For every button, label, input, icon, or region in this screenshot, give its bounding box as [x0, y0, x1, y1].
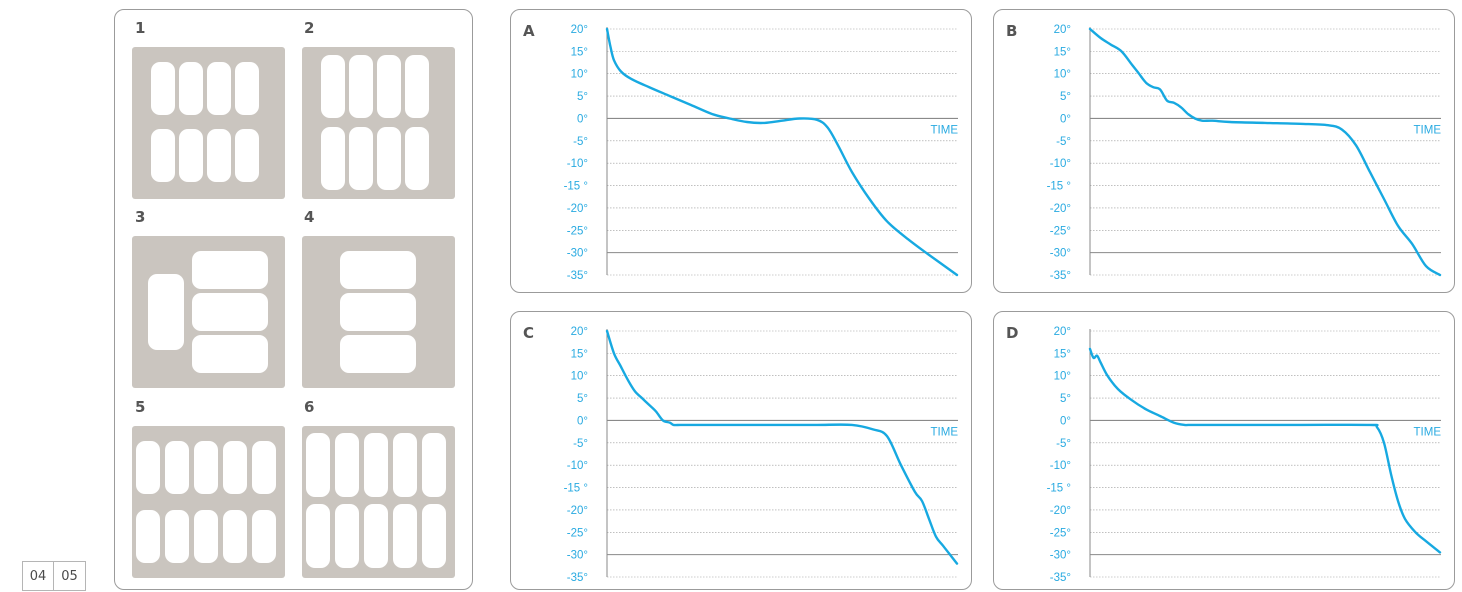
chart-b-ytick-label: 15°	[1054, 46, 1071, 58]
chart-d-svg: 20° 15° 10° 5° 0° -5° -10° -15 ° -20° -25° -30° -35…	[1047, 326, 1442, 584]
chart-a-ytick-label: -5°	[573, 136, 588, 148]
chart-d-ytick-label: -25°	[1050, 527, 1071, 539]
chart-b-ytick-label: -30°	[1050, 248, 1071, 260]
chart-b-ytick-label: -25°	[1050, 225, 1071, 237]
chart-b-temperature-line	[1088, 27, 1442, 277]
layout-label-4: 4	[304, 208, 315, 226]
chart-b-ytick-label: 10°	[1054, 69, 1071, 81]
layout-label-6: 6	[304, 398, 315, 416]
chart-panel-c: C 20° 15° 10° 5° 0° -5° -10° -15 ° -20° -25° -30° -…	[510, 311, 972, 590]
chart-a-ytick-label: 15°	[571, 46, 588, 58]
chart-a-ytick-label: -20°	[567, 203, 588, 215]
chart-b-ytick-label: 0°	[1060, 113, 1071, 125]
chart-b-ytick-label: -10°	[1050, 158, 1071, 170]
chart-c-ytick-label: -20°	[567, 505, 588, 517]
chart-c-x-label: TIME	[931, 426, 959, 438]
page-number-left[interactable]: 04	[22, 561, 54, 591]
chart-b-svg: 20° 15° 10° 5° 0° -5° -10° -15 ° -20° -25° -30° -35…	[1047, 24, 1442, 282]
chart-c-ytick-label: 20°	[571, 326, 588, 338]
chart-c-ytick-label: 10°	[571, 371, 588, 383]
chart-a-ytick-label: -10°	[567, 158, 588, 170]
chart-a-ytick-label: -35°	[567, 270, 588, 282]
page-number-right[interactable]: 05	[54, 561, 86, 591]
chart-b-ytick-label: 20°	[1054, 24, 1071, 36]
chart-a-ytick-label: 20°	[571, 24, 588, 36]
chart-a-ytick-label: -25°	[567, 225, 588, 237]
tray-layout-5	[132, 426, 285, 578]
chart-panel-d: D 20° 15° 10° 5° 0° -5° -10° -15 ° -20° -25° -30° -…	[993, 311, 1455, 590]
chart-d-ytick-label: -30°	[1050, 550, 1071, 562]
chart-c-ytick-label: -30°	[567, 550, 588, 562]
chart-a-svg: 20° 15° 10° 5° 0° -5° -10° -15 ° -20° -25° -30° -35…	[564, 24, 959, 282]
chart-a-ytick-label: 0°	[577, 113, 588, 125]
chart-b-ytick-label: 5°	[1060, 91, 1071, 103]
chart-c-ytick-label: -10°	[567, 460, 588, 472]
tray-layout-2	[302, 47, 455, 199]
layout-label-5: 5	[135, 398, 146, 416]
chart-d-letter: D	[1006, 324, 1019, 342]
tray-layout-6	[302, 426, 455, 578]
layout-label-2: 2	[304, 19, 315, 37]
chart-c-ytick-label: 5°	[577, 393, 588, 405]
chart-panel-a: A 20° 15° 10° 5° 0° -5° -10° -15 ° -20° -25° -30° -…	[510, 9, 972, 293]
chart-c-ytick-label: -15 °	[564, 483, 588, 495]
tray-layout-4	[302, 236, 455, 388]
chart-a-letter: A	[523, 22, 535, 40]
chart-d-x-label: TIME	[1414, 426, 1442, 438]
chart-c-ytick-label: 0°	[577, 415, 588, 427]
chart-c-ytick-label: -25°	[567, 527, 588, 539]
page-number-tabs: 04 05	[22, 561, 86, 591]
layout-label-1: 1	[135, 19, 146, 37]
chart-b-ytick-label: -15 °	[1047, 181, 1071, 193]
chart-panel-b: B 20° 15° 10° 5° 0° -5° -10° -15 ° -20° -25° -30° -…	[993, 9, 1455, 293]
chart-b-letter: B	[1006, 22, 1018, 40]
chart-b-ytick-label: -5°	[1056, 136, 1071, 148]
chart-c-letter: C	[523, 324, 535, 342]
layout-label-3: 3	[135, 208, 146, 226]
chart-a-temperature-line	[605, 27, 959, 277]
chart-c-ytick-label: -35°	[567, 572, 588, 584]
chart-a-ytick-label: -30°	[567, 248, 588, 260]
layouts-panel: 1 2 3 4 5 6	[114, 9, 473, 590]
chart-d-ytick-label: 5°	[1060, 393, 1071, 405]
chart-d-ytick-label: -10°	[1050, 460, 1071, 472]
tray-layout-1	[132, 47, 285, 199]
chart-d-ytick-label: -20°	[1050, 505, 1071, 517]
chart-d-ytick-label: -15 °	[1047, 483, 1071, 495]
chart-a-x-label: TIME	[931, 124, 959, 136]
chart-a-ytick-label: 5°	[577, 91, 588, 103]
chart-d-ytick-label: 15°	[1054, 348, 1071, 360]
chart-b-ytick-label: -35°	[1050, 270, 1071, 282]
chart-c-ytick-label: -5°	[573, 438, 588, 450]
chart-d-ytick-label: 20°	[1054, 326, 1071, 338]
chart-b-ytick-label: -20°	[1050, 203, 1071, 215]
chart-c-temperature-line	[605, 329, 959, 565]
chart-a-ytick-label: 10°	[571, 69, 588, 81]
chart-a-ytick-label: -15 °	[564, 181, 588, 193]
chart-d-ytick-label: 0°	[1060, 415, 1071, 427]
chart-b-x-label: TIME	[1414, 124, 1442, 136]
chart-d-ytick-label: -35°	[1050, 572, 1071, 584]
chart-d-ytick-label: 10°	[1054, 371, 1071, 383]
chart-c-ytick-label: 15°	[571, 348, 588, 360]
chart-d-temperature-line	[1088, 347, 1442, 554]
chart-c-svg: 20° 15° 10° 5° 0° -5° -10° -15 ° -20° -25° -30° -35…	[564, 326, 959, 584]
tray-layout-3	[132, 236, 285, 388]
chart-d-ytick-label: -5°	[1056, 438, 1071, 450]
